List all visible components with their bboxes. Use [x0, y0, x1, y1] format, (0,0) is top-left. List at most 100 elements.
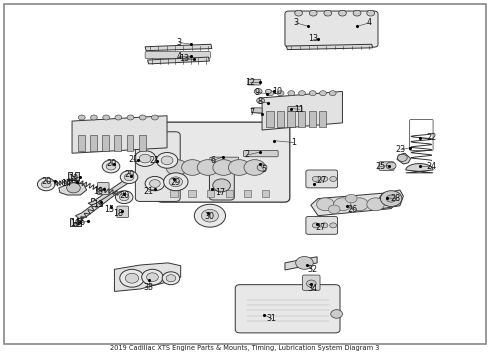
Text: 25: 25 — [375, 162, 386, 171]
Text: 5: 5 — [261, 165, 266, 174]
FancyBboxPatch shape — [288, 107, 302, 111]
Circle shape — [324, 10, 332, 16]
Text: 2: 2 — [245, 150, 250, 159]
Circle shape — [345, 194, 357, 203]
Circle shape — [162, 272, 180, 285]
Circle shape — [228, 159, 250, 175]
Circle shape — [288, 91, 294, 96]
Text: 16: 16 — [75, 219, 85, 228]
Text: 11: 11 — [294, 105, 305, 114]
Circle shape — [321, 223, 328, 228]
Circle shape — [164, 173, 188, 191]
Circle shape — [106, 163, 116, 170]
Circle shape — [67, 183, 80, 193]
Bar — [207, 190, 214, 197]
FancyBboxPatch shape — [248, 79, 261, 85]
Circle shape — [266, 89, 271, 94]
Bar — [189, 190, 196, 197]
Text: 20: 20 — [119, 190, 129, 199]
Bar — [171, 190, 178, 197]
Circle shape — [309, 10, 317, 16]
Circle shape — [277, 91, 284, 96]
Circle shape — [37, 178, 55, 191]
Text: 3: 3 — [294, 18, 299, 27]
FancyBboxPatch shape — [244, 150, 278, 157]
Text: 30: 30 — [205, 212, 215, 221]
Circle shape — [91, 115, 98, 120]
Polygon shape — [88, 173, 135, 205]
Circle shape — [147, 273, 158, 282]
Text: 19: 19 — [69, 174, 78, 183]
Polygon shape — [147, 57, 209, 64]
Polygon shape — [145, 44, 212, 51]
Bar — [115, 135, 121, 151]
Polygon shape — [68, 172, 79, 180]
Polygon shape — [75, 192, 116, 219]
Circle shape — [298, 91, 305, 96]
Text: 33: 33 — [144, 283, 153, 292]
Circle shape — [295, 256, 313, 269]
Text: 13: 13 — [179, 54, 189, 63]
Polygon shape — [397, 153, 411, 164]
Circle shape — [330, 223, 337, 228]
Bar — [126, 135, 133, 151]
Text: 6: 6 — [211, 156, 216, 165]
Text: 34: 34 — [307, 284, 317, 293]
Text: 26: 26 — [347, 205, 357, 214]
Circle shape — [120, 171, 138, 184]
Polygon shape — [379, 190, 403, 208]
Circle shape — [166, 275, 176, 282]
Circle shape — [127, 115, 134, 120]
Circle shape — [386, 195, 396, 202]
Bar — [262, 190, 269, 197]
Circle shape — [102, 160, 120, 173]
Bar — [90, 135, 97, 151]
FancyBboxPatch shape — [302, 275, 320, 291]
Text: 8: 8 — [257, 97, 262, 106]
Polygon shape — [406, 163, 433, 173]
Text: 15: 15 — [104, 205, 115, 214]
Circle shape — [334, 198, 351, 211]
Circle shape — [257, 164, 267, 171]
Text: 4: 4 — [177, 51, 182, 60]
Circle shape — [386, 162, 396, 169]
Text: 32: 32 — [307, 265, 318, 274]
FancyBboxPatch shape — [379, 162, 394, 170]
Circle shape — [267, 91, 274, 96]
Circle shape — [319, 91, 326, 96]
Circle shape — [145, 176, 165, 191]
Circle shape — [124, 174, 134, 181]
Bar — [78, 135, 85, 151]
Polygon shape — [115, 263, 181, 292]
FancyBboxPatch shape — [135, 132, 180, 202]
FancyBboxPatch shape — [235, 285, 340, 333]
Text: 23: 23 — [396, 145, 406, 154]
Bar — [139, 135, 146, 151]
Polygon shape — [311, 193, 398, 216]
Circle shape — [367, 10, 374, 16]
Circle shape — [149, 180, 160, 188]
FancyBboxPatch shape — [156, 122, 290, 202]
Circle shape — [294, 10, 302, 16]
Circle shape — [353, 10, 361, 16]
Circle shape — [139, 115, 146, 120]
Text: 21: 21 — [144, 187, 153, 196]
Circle shape — [201, 210, 219, 222]
Text: 20: 20 — [124, 170, 134, 179]
Text: 13: 13 — [308, 35, 318, 44]
Circle shape — [151, 115, 158, 120]
Text: 1: 1 — [291, 138, 296, 147]
Text: 24: 24 — [426, 162, 436, 171]
Circle shape — [397, 154, 407, 161]
Polygon shape — [91, 198, 102, 206]
Text: 3: 3 — [177, 38, 182, 47]
Circle shape — [103, 115, 110, 120]
FancyBboxPatch shape — [117, 206, 128, 217]
Bar — [102, 135, 109, 151]
Text: 19: 19 — [93, 200, 103, 209]
Circle shape — [41, 181, 51, 188]
Circle shape — [367, 198, 384, 211]
Circle shape — [309, 91, 316, 96]
Circle shape — [321, 176, 328, 181]
Text: 17: 17 — [216, 188, 226, 197]
